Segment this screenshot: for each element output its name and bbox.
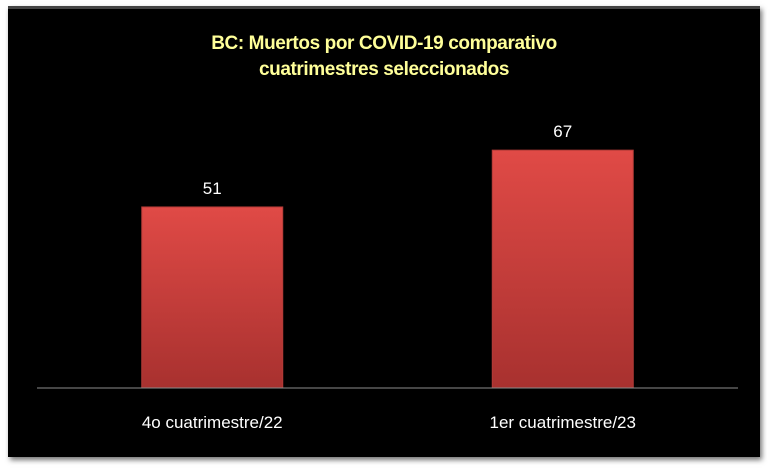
bar xyxy=(491,149,634,389)
chart-title: BC: Muertos por COVID-19 comparativo cua… xyxy=(8,31,760,83)
bar xyxy=(141,206,284,389)
x-tick-label: 4o cuatrimestre/22 xyxy=(142,413,283,432)
chart-title-line-2: cuatrimestres seleccionados xyxy=(258,59,510,80)
chart-panel: BC: Muertos por COVID-19 comparativo cua… xyxy=(8,6,760,457)
data-label: 67 xyxy=(553,122,572,141)
x-tick-label: 1er cuatrimestre/23 xyxy=(490,413,636,432)
chart-title-line-1: BC: Muertos por COVID-19 comparativo xyxy=(211,33,557,54)
data-label: 51 xyxy=(203,179,222,198)
